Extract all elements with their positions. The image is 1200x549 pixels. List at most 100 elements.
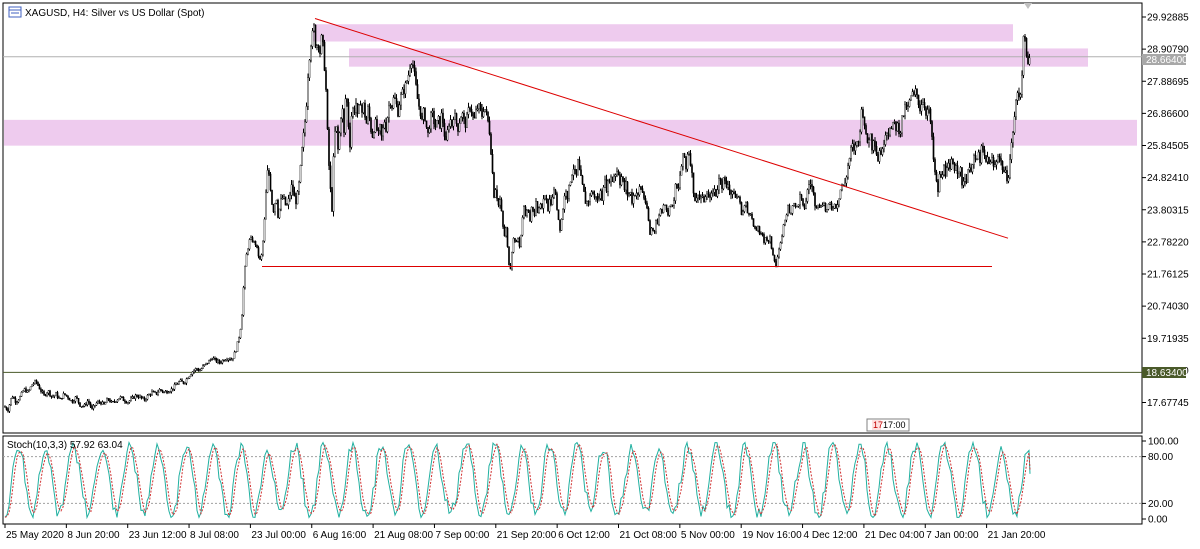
candle-body bbox=[626, 181, 629, 196]
candle-body bbox=[481, 108, 483, 117]
candle-body bbox=[305, 106, 308, 123]
candle-body bbox=[1007, 177, 1010, 182]
candle-body bbox=[583, 183, 585, 192]
candle-body bbox=[215, 358, 218, 363]
level-price-badge bbox=[1142, 367, 1186, 378]
candle-body bbox=[968, 167, 971, 171]
candle-body bbox=[188, 375, 191, 379]
candle-body bbox=[344, 98, 347, 133]
candle-body bbox=[313, 24, 315, 32]
candle-body bbox=[824, 202, 827, 212]
candle-body bbox=[559, 219, 561, 231]
candle-body bbox=[635, 193, 638, 196]
price-axis[interactable]: 29.92885 28.90790 27.88695 26.86600 25.84505… bbox=[1142, 13, 1189, 410]
candle-body bbox=[589, 195, 591, 202]
candle-body bbox=[683, 153, 686, 158]
candle-body bbox=[164, 390, 167, 393]
candle-body bbox=[413, 65, 416, 72]
candle-body bbox=[454, 113, 456, 120]
candle-body bbox=[755, 228, 758, 231]
candle-body bbox=[133, 396, 135, 399]
candle-body bbox=[616, 171, 618, 176]
candle-body bbox=[790, 213, 792, 215]
current-price-badge bbox=[1142, 54, 1186, 65]
candle-body bbox=[754, 225, 756, 229]
candle-body bbox=[367, 106, 369, 124]
time-axis[interactable]: 25 May 2020 8 Jun 20:00 23 Jun 12:00 8 Jul … bbox=[4, 524, 1046, 541]
candle-body bbox=[821, 205, 824, 207]
candle-body bbox=[20, 392, 23, 397]
candle-body bbox=[436, 120, 438, 128]
candle-body bbox=[587, 201, 590, 203]
candle-body bbox=[331, 188, 333, 212]
candle-body bbox=[25, 388, 27, 393]
time-tick-label: 21 Sep 20:00 bbox=[497, 530, 557, 541]
candle-body bbox=[310, 46, 312, 61]
candle-body bbox=[169, 391, 171, 393]
candle-body bbox=[643, 192, 645, 199]
candle-body bbox=[854, 145, 857, 151]
candle-body bbox=[569, 181, 572, 186]
candle-body bbox=[50, 395, 53, 397]
candle-body bbox=[713, 188, 716, 193]
candle-body bbox=[47, 390, 50, 394]
candle-body bbox=[325, 70, 327, 90]
candle-body bbox=[470, 108, 473, 114]
candle-body bbox=[136, 394, 138, 397]
candle-body bbox=[667, 209, 669, 216]
candle-body bbox=[296, 191, 299, 205]
time-tick-label: 19 Nov 16:00 bbox=[742, 530, 802, 541]
candle-body bbox=[557, 209, 560, 220]
candle-body bbox=[572, 169, 575, 176]
candle-body bbox=[905, 104, 908, 109]
time-tick-label: 21 Aug 08:00 bbox=[374, 530, 433, 541]
candle-body bbox=[40, 389, 42, 392]
candle-body bbox=[613, 176, 615, 182]
candle-body bbox=[157, 391, 159, 395]
candle-body bbox=[137, 396, 140, 398]
price-labels: 28.66400 18.63400 bbox=[1142, 54, 1188, 379]
candle-body bbox=[811, 184, 813, 188]
candle-body bbox=[1004, 170, 1007, 173]
candle-body bbox=[211, 359, 213, 361]
time-tick-label: 4 Dec 12:00 bbox=[804, 530, 858, 541]
candle-body bbox=[545, 198, 548, 200]
candle-body bbox=[514, 238, 516, 242]
candle-body bbox=[727, 184, 729, 188]
candle-body bbox=[277, 199, 279, 218]
candle-body bbox=[704, 196, 707, 203]
candle-body bbox=[364, 102, 366, 118]
candle-body bbox=[602, 187, 605, 201]
candle-body bbox=[205, 362, 207, 365]
candle-body bbox=[283, 196, 285, 199]
candle-body bbox=[83, 403, 86, 407]
candle-body bbox=[620, 176, 623, 186]
candle-body bbox=[109, 399, 111, 403]
candle-body bbox=[80, 406, 83, 408]
candle-body bbox=[868, 139, 870, 143]
stochastic-axis: 100.00 80.00 20.00 0.00 bbox=[1142, 437, 1179, 526]
candle-body bbox=[286, 204, 288, 206]
candle-body bbox=[838, 198, 840, 205]
candle-body bbox=[269, 173, 272, 191]
candle-body bbox=[115, 401, 117, 403]
candle-body bbox=[1022, 36, 1025, 76]
candle-body bbox=[262, 240, 264, 255]
candle-body bbox=[931, 121, 933, 137]
candle-body bbox=[799, 194, 801, 205]
candle-body bbox=[580, 169, 582, 177]
annotations-layer[interactable] bbox=[262, 3, 1032, 267]
candle-body bbox=[226, 359, 228, 362]
candle-body bbox=[457, 123, 459, 132]
candle-body bbox=[961, 167, 963, 186]
candle-body bbox=[584, 191, 587, 204]
candle-body bbox=[980, 145, 983, 163]
candle-body bbox=[526, 210, 528, 216]
candle-body bbox=[464, 118, 467, 128]
candle-body bbox=[784, 219, 786, 225]
candle-body bbox=[437, 116, 440, 121]
stoch-tick-label: 80.00 bbox=[1148, 452, 1173, 463]
candle-body bbox=[992, 157, 995, 167]
candle-body bbox=[31, 384, 33, 388]
